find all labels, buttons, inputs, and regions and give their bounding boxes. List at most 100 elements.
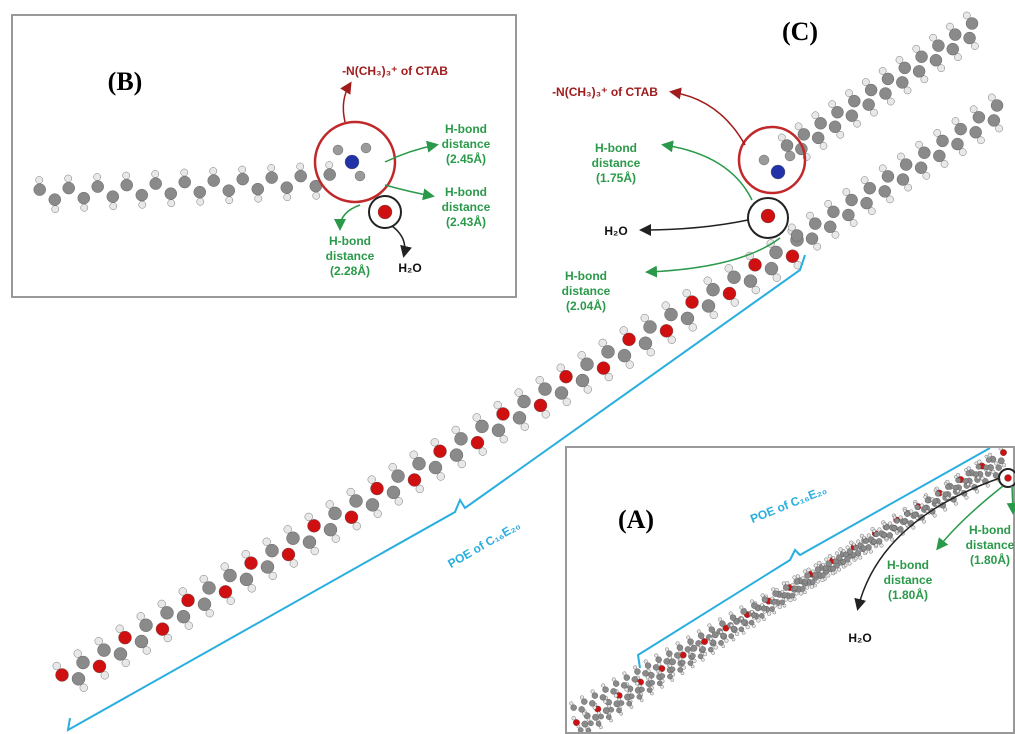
atom — [329, 507, 342, 520]
atom — [680, 652, 686, 658]
atom — [613, 681, 619, 687]
atom — [185, 622, 193, 630]
atom — [326, 161, 333, 168]
atom — [670, 667, 675, 672]
atom — [114, 647, 127, 660]
atom — [311, 547, 319, 555]
atom — [395, 497, 403, 505]
arrow — [672, 92, 745, 145]
atom — [387, 486, 400, 499]
atom — [897, 174, 909, 186]
label: H-bond — [595, 141, 637, 155]
page: {"panels": [ {"label": "(B)", "ctab": "-… — [0, 0, 1015, 734]
atom — [78, 192, 90, 204]
label: (B) — [108, 67, 143, 96]
atom — [723, 287, 736, 300]
atom — [350, 494, 363, 507]
atom — [879, 185, 891, 197]
atom — [827, 206, 839, 218]
atom — [701, 646, 706, 651]
atom — [634, 669, 640, 675]
atom — [690, 653, 695, 658]
atom — [933, 150, 945, 162]
atom — [639, 687, 644, 692]
atom — [473, 414, 481, 422]
label: POE of C₁₆E₂₀ — [748, 483, 829, 526]
atom — [956, 478, 961, 483]
atom — [361, 143, 371, 153]
atom — [181, 169, 188, 176]
atom — [846, 194, 858, 206]
atom — [281, 182, 293, 194]
atom — [665, 308, 678, 321]
atom — [815, 117, 827, 129]
atom — [781, 139, 793, 151]
label: distance — [592, 156, 641, 170]
atom — [874, 532, 879, 537]
atom — [611, 688, 617, 694]
atom — [416, 485, 424, 493]
atom — [800, 586, 805, 591]
atom — [762, 606, 767, 611]
atom — [521, 423, 529, 431]
atom — [949, 29, 961, 41]
atom — [902, 519, 907, 524]
atom — [122, 659, 130, 667]
label: (1.80Å) — [888, 587, 928, 602]
atom — [916, 51, 928, 63]
atom — [711, 640, 716, 645]
atom — [347, 488, 355, 496]
atom — [645, 663, 651, 669]
atom — [219, 585, 232, 598]
atom — [644, 320, 657, 333]
atom — [970, 126, 982, 138]
atom — [894, 518, 899, 523]
atom — [599, 339, 607, 347]
atom — [820, 573, 825, 578]
atom — [165, 188, 177, 200]
arrow — [343, 84, 350, 122]
atom — [345, 155, 359, 169]
atom — [135, 635, 148, 648]
atom — [80, 684, 88, 692]
atom — [707, 283, 720, 296]
atom — [237, 173, 249, 185]
atom — [708, 647, 713, 652]
atom — [182, 594, 195, 607]
atom — [620, 327, 628, 335]
atom — [765, 262, 778, 275]
atom — [168, 200, 175, 207]
label: (A) — [618, 505, 654, 534]
atom — [98, 644, 111, 657]
atom — [752, 613, 757, 618]
atom — [803, 579, 808, 584]
atom — [295, 170, 307, 182]
atom — [592, 714, 598, 720]
atom — [770, 246, 783, 259]
atom — [813, 572, 818, 577]
atom — [647, 348, 655, 356]
poe-bracket — [638, 448, 990, 668]
atom — [152, 170, 159, 177]
atom — [790, 593, 795, 598]
atom — [242, 550, 250, 558]
atom — [284, 194, 291, 201]
atom — [769, 606, 774, 611]
atom — [240, 573, 253, 586]
atom — [935, 491, 940, 496]
atom — [879, 88, 891, 100]
label: (2.45Å) — [446, 151, 486, 166]
label: H-bond — [445, 185, 487, 199]
label: distance — [966, 538, 1015, 552]
atom — [806, 233, 818, 245]
atom — [450, 449, 463, 462]
atom — [632, 676, 638, 682]
atom — [455, 432, 468, 445]
atom — [305, 513, 313, 521]
atom — [918, 147, 930, 159]
label: H-bond — [329, 234, 371, 248]
atom — [252, 183, 264, 195]
atom — [371, 482, 384, 495]
atom — [268, 164, 275, 171]
atom — [629, 694, 634, 699]
